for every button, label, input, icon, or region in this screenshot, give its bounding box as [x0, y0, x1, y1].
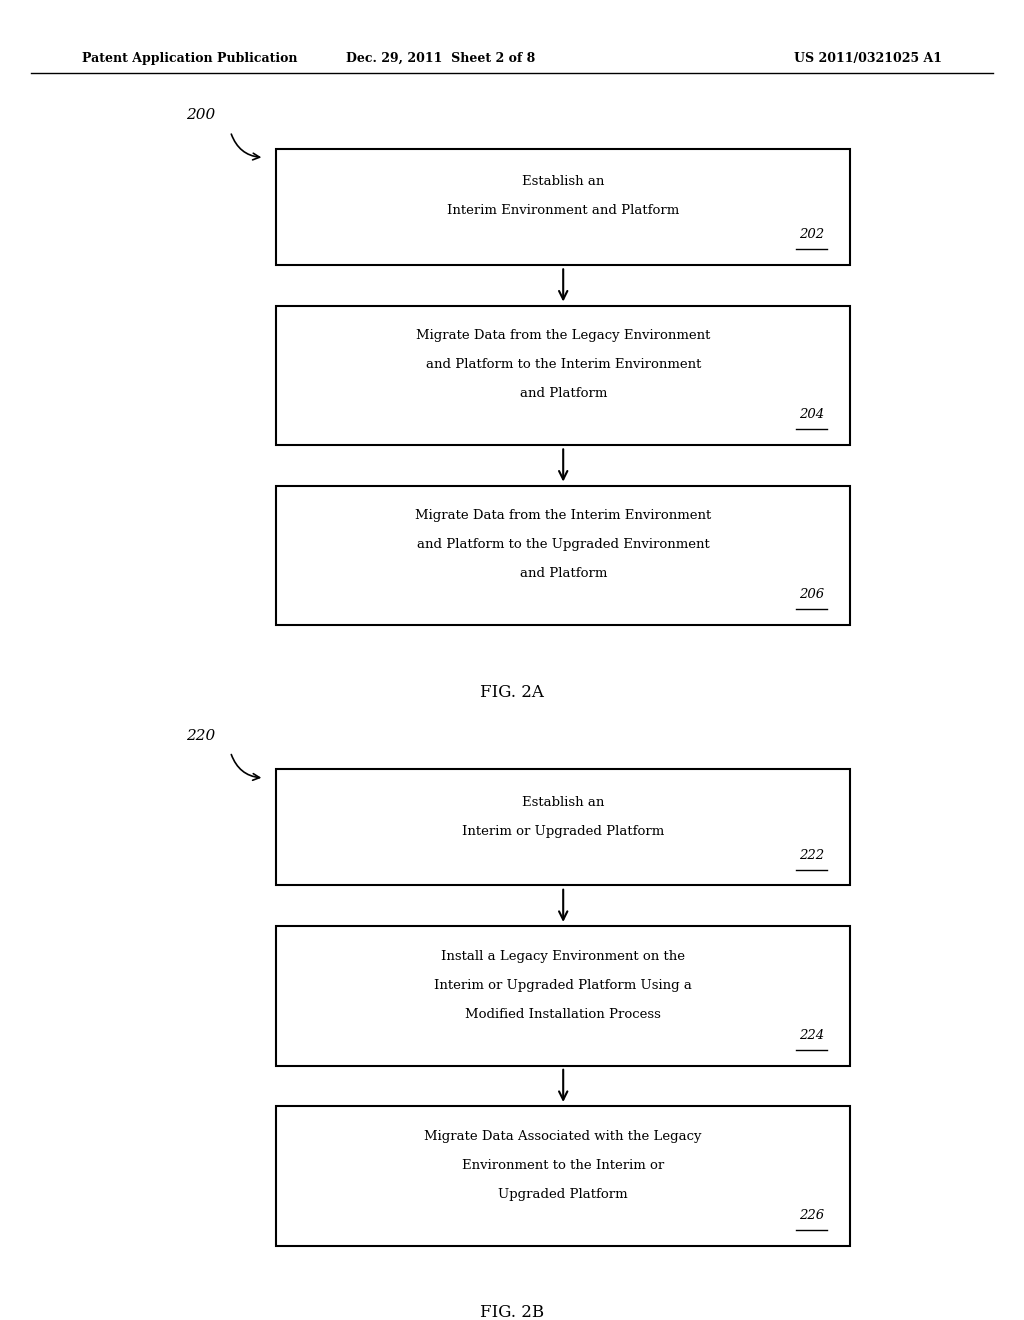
Bar — [276, 770, 850, 886]
Text: Modified Installation Process: Modified Installation Process — [465, 1007, 662, 1020]
Text: 206: 206 — [799, 589, 824, 602]
Bar — [276, 1106, 850, 1246]
Text: Migrate Data from the Interim Environment: Migrate Data from the Interim Environmen… — [415, 510, 712, 523]
Text: FIG. 2A: FIG. 2A — [480, 684, 544, 701]
Text: FIG. 2B: FIG. 2B — [480, 1304, 544, 1320]
Text: Migrate Data from the Legacy Environment: Migrate Data from the Legacy Environment — [416, 329, 711, 342]
Text: Install a Legacy Environment on the: Install a Legacy Environment on the — [441, 949, 685, 962]
Text: 200: 200 — [185, 108, 215, 123]
Text: Interim or Upgraded Platform Using a: Interim or Upgraded Platform Using a — [434, 978, 692, 991]
Text: Interim Environment and Platform: Interim Environment and Platform — [447, 205, 679, 218]
Text: Migrate Data Associated with the Legacy: Migrate Data Associated with the Legacy — [425, 1130, 701, 1143]
Text: and Platform to the Interim Environment: and Platform to the Interim Environment — [426, 358, 700, 371]
Text: Patent Application Publication: Patent Application Publication — [82, 51, 297, 65]
Text: Interim or Upgraded Platform: Interim or Upgraded Platform — [462, 825, 665, 838]
Text: Dec. 29, 2011  Sheet 2 of 8: Dec. 29, 2011 Sheet 2 of 8 — [346, 51, 535, 65]
Text: and Platform to the Upgraded Environment: and Platform to the Upgraded Environment — [417, 539, 710, 552]
Text: 202: 202 — [799, 228, 824, 242]
Text: US 2011/0321025 A1: US 2011/0321025 A1 — [794, 51, 942, 65]
Bar — [276, 927, 850, 1065]
Text: 222: 222 — [799, 849, 824, 862]
Text: 226: 226 — [799, 1209, 824, 1222]
Text: and Platform: and Platform — [519, 568, 607, 581]
Text: 224: 224 — [799, 1028, 824, 1041]
Bar — [276, 306, 850, 445]
Text: and Platform: and Platform — [519, 387, 607, 400]
Text: Establish an: Establish an — [522, 176, 604, 189]
Bar — [276, 486, 850, 626]
Text: Upgraded Platform: Upgraded Platform — [499, 1188, 628, 1201]
Text: Establish an: Establish an — [522, 796, 604, 809]
Text: Environment to the Interim or: Environment to the Interim or — [462, 1159, 665, 1172]
Bar — [276, 149, 850, 265]
Text: 220: 220 — [185, 729, 215, 743]
Text: 204: 204 — [799, 408, 824, 421]
